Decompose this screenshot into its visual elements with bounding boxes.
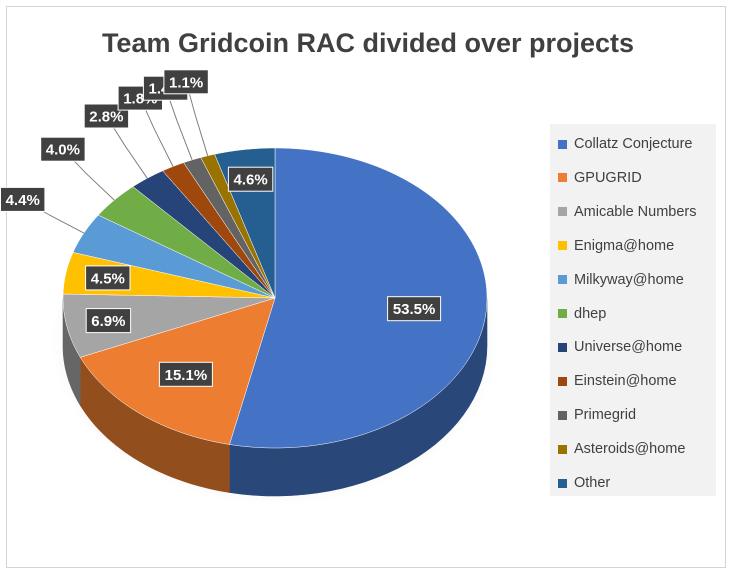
slice-primegrid	[183, 157, 276, 299]
legend-swatch	[558, 275, 567, 285]
data-label-box	[0, 186, 46, 212]
legend-label: Universe@home	[574, 339, 683, 356]
legend-swatch	[558, 478, 567, 488]
legend-swatch	[558, 241, 567, 251]
legend-item: dhep	[558, 304, 606, 324]
legend-label: Other	[574, 475, 611, 491]
legend-swatch	[558, 309, 567, 318]
legend-swatch	[558, 376, 567, 386]
data-label-box	[85, 265, 131, 291]
data-label: 2.8%	[89, 109, 123, 126]
data-label: 4.4%	[6, 192, 40, 209]
legend-swatch	[558, 139, 567, 149]
legend-item: Asteroids@home	[558, 439, 685, 459]
data-label: 4.0%	[46, 142, 80, 159]
legend-label: Collatz Conjecture	[574, 136, 693, 152]
legend-swatch	[558, 342, 567, 352]
legend-item: Collatz Conjecture	[558, 134, 692, 154]
data-label-box	[227, 166, 274, 192]
legend-label: Enigma@home	[574, 237, 675, 254]
legend-swatch	[558, 173, 567, 183]
legend-item: Universe@home	[558, 337, 682, 357]
legend-label: Amicable Numbers	[574, 203, 697, 220]
data-label-box	[387, 296, 442, 322]
legend-label: GPUGRID	[574, 169, 642, 186]
legend-item: Einstein@home	[558, 371, 677, 391]
data-label: 15.1%	[165, 367, 208, 384]
data-label: 4.6%	[233, 172, 267, 189]
legend-label: dhep	[574, 305, 607, 322]
legend-swatch	[558, 444, 567, 454]
data-label-box	[158, 361, 213, 387]
legend-label: Einstein@home	[574, 373, 677, 390]
data-label: 53.5%	[393, 301, 436, 318]
legend-item: GPUGRID	[558, 168, 642, 188]
legend-swatch	[558, 410, 567, 420]
legend-item: Other	[558, 473, 610, 493]
legend-label: Primegrid	[574, 407, 637, 424]
data-label-box	[40, 136, 86, 162]
slice-collatz-conjecture	[229, 147, 488, 449]
legend-label: Asteroids@home	[574, 441, 686, 458]
legend-label: Milkyway@home	[574, 271, 684, 288]
data-label: 6.9%	[91, 313, 125, 330]
legend-item: Milkyway@home	[558, 270, 684, 290]
data-label-box	[85, 308, 132, 334]
slice-einstein-home	[162, 162, 276, 299]
slice-dhep	[97, 186, 276, 299]
legend-swatch	[558, 207, 567, 217]
data-label: 1.1%	[169, 74, 203, 91]
data-label: 4.5%	[91, 270, 125, 287]
legend-item: Enigma@home	[558, 236, 674, 256]
legend-item: Primegrid	[558, 405, 636, 425]
legend-item: Amicable Numbers	[558, 202, 697, 222]
data-label-box	[163, 69, 209, 95]
legend: Collatz Conjecture GPUGRID Amicable Number…	[550, 124, 716, 496]
chart-title: Team Gridcoin RAC divided over projects	[102, 28, 634, 58]
